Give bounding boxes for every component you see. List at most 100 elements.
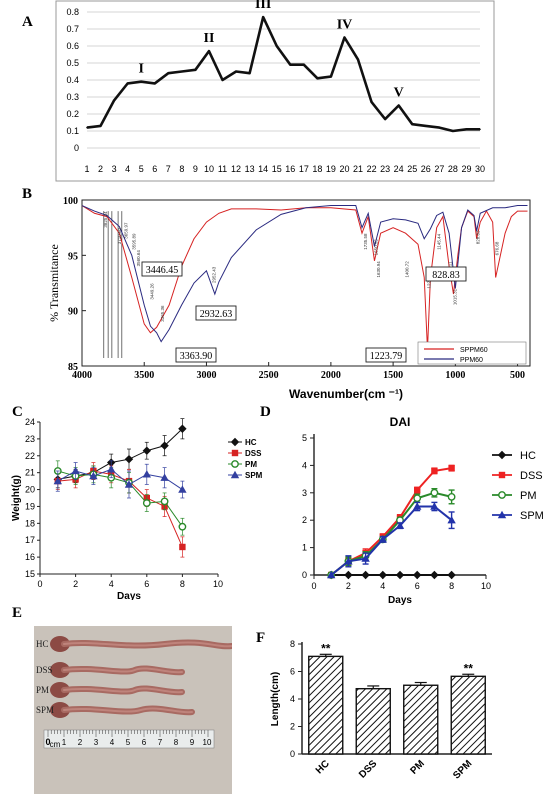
chart-a-peak-label: III xyxy=(255,0,271,12)
chart-d-legend-label: DSS xyxy=(520,470,543,482)
chart-b-callout-label: 3363.90 xyxy=(180,351,213,362)
chart-d-series-spm xyxy=(330,505,453,576)
chart-d-legend-label: PM xyxy=(520,490,537,502)
sample-label: PM xyxy=(36,685,49,695)
chart-a-x-tick-label: 22 xyxy=(367,164,377,174)
chart-b-x-tick-label: 2500 xyxy=(259,370,279,381)
chart-a-x-tick-label: 1 xyxy=(84,164,89,174)
chart-a-x-tick-label: 20 xyxy=(339,164,349,174)
chart-a-peak-label: II xyxy=(204,31,215,46)
chart-d-x-tick-label: 4 xyxy=(380,581,385,591)
chart-c-point-spm xyxy=(53,476,62,485)
chart-c-legend-label: DSS xyxy=(245,449,262,458)
chart-d-legend-marker xyxy=(497,450,507,460)
chart-a-x-tick-label: 25 xyxy=(407,164,417,174)
chart-a-x-tick-label: 29 xyxy=(461,164,471,174)
sample-label: HC xyxy=(36,639,49,649)
chart-a-x-tick-label: 19 xyxy=(326,164,336,174)
sample-label: SPM xyxy=(36,705,54,715)
chart-b-peak-annotation: 3825.34 xyxy=(103,211,108,228)
chart-a-data-point xyxy=(140,80,143,83)
chart-b-x-tick-label: 1000 xyxy=(445,370,465,381)
ruler-number: 10 xyxy=(203,738,212,747)
chart-d-y-tick-label: 2 xyxy=(302,515,307,525)
chart-c-point-hc xyxy=(160,441,169,450)
chart-d-x-tick-label: 0 xyxy=(311,581,316,591)
chart-a-y-tick-label: 0.8 xyxy=(66,7,79,17)
chart-a-data-point xyxy=(194,69,197,71)
chart-c-point-pm xyxy=(142,499,151,507)
chart-b-callout-box xyxy=(365,347,407,363)
chart-f-x-tick-label: DSS xyxy=(357,758,380,781)
chart-b-peak-annotation: 3710.60 xyxy=(117,228,122,245)
chart-d-point-hc xyxy=(395,570,405,580)
chart-a-data-point xyxy=(248,72,251,74)
colon-highlight xyxy=(63,641,232,648)
chart-d-point-pm xyxy=(430,488,439,497)
chart-a-peak-label: I xyxy=(138,62,143,77)
ruler-number: 5 xyxy=(126,738,131,747)
chart-a-y-tick-label: 0.2 xyxy=(66,109,79,119)
chart-a-y-tick-label: 0.1 xyxy=(66,126,79,136)
chart-b-series-sppm60 xyxy=(81,205,528,350)
chart-d-x-tick-label: 8 xyxy=(449,581,454,591)
chart-c-point-spm xyxy=(160,473,169,481)
ruler-number: 9 xyxy=(190,738,195,747)
chart-a-data-point xyxy=(357,58,359,61)
chart-d-point-hc xyxy=(361,570,370,580)
chart-d-legend-label: SPM xyxy=(520,510,544,522)
chart-c-x-tick-label: 10 xyxy=(213,579,223,589)
colon-length-photo: 0 cm 1 2 3 4 5 6 7 8 9 10 HC DSS PM SPM xyxy=(34,626,232,794)
chart-a-data-point xyxy=(370,101,373,103)
chart-c-point-spm xyxy=(107,465,116,473)
chart-c-point-hc xyxy=(178,424,187,433)
chart-a-data-point xyxy=(153,82,156,85)
chart-b-y-tick-label: 100 xyxy=(63,196,78,207)
chart-c-y-tick-label: 20 xyxy=(25,485,35,495)
chart-a-data-point xyxy=(438,126,441,129)
chart-a-x-tick-label: 8 xyxy=(179,164,184,174)
panel-d-label: D xyxy=(260,404,271,420)
chart-f-y-tick-label: 8 xyxy=(290,639,295,649)
chart-c-point-spm xyxy=(124,480,134,488)
chart-a-data-point xyxy=(275,45,278,47)
ruler xyxy=(43,729,215,749)
colon-cecum xyxy=(50,636,70,652)
chart-c-point-pm xyxy=(160,497,169,506)
panel-c-label: C xyxy=(12,404,23,420)
chart-d-x-tick-label: 10 xyxy=(481,581,491,591)
chart-a-data-point xyxy=(289,63,292,66)
ruler-number: 8 xyxy=(174,738,179,747)
chart-a-hplc-profile: 00.10.20.30.40.50.60.70.81 2 3 4 5 6 7 8 9 10 11 12… xyxy=(55,0,495,182)
chart-b-y-tick-label: 90 xyxy=(68,307,78,318)
chart-f-x-tick-label: SPM xyxy=(451,758,474,781)
ruler-number: 1 xyxy=(62,738,67,747)
chart-d-legend-label: HC xyxy=(520,450,536,462)
chart-b-x-axis-label: Wavenumber(cm ⁻¹) xyxy=(289,387,403,401)
chart-c-x-tick-label: 8 xyxy=(180,579,185,589)
chart-b-ftir-spectrum: 85 90 95 100 4000 3500 3000 2500 2000 1500 1000 500… xyxy=(47,196,531,401)
chart-d-point-pm xyxy=(413,494,422,503)
colon-highlight xyxy=(63,707,193,714)
chart-c-legend-label: PM xyxy=(245,460,257,469)
panel-a-label: A xyxy=(22,14,33,30)
chart-f-x-tick-label: PM xyxy=(408,758,426,776)
chart-c-y-tick-label: 15 xyxy=(25,569,35,579)
chart-b-legend-label: SPPM60 xyxy=(460,347,488,354)
chart-b-x-tick-label: 2000 xyxy=(321,370,341,381)
chart-c-y-tick-label: 19 xyxy=(25,501,35,511)
chart-f-y-tick-label: 2 xyxy=(290,722,295,732)
chart-b-callout-label: 2932.63 xyxy=(200,309,233,320)
chart-b-peak-annotation: 676.68 xyxy=(495,241,500,255)
chart-a-y-tick-label: 0.4 xyxy=(66,75,79,85)
chart-d-point-pm xyxy=(447,493,456,501)
chart-b-peak-annotation: 2952.43 xyxy=(211,266,216,283)
ruler-number: 2 xyxy=(78,738,83,747)
chart-c-x-tick-label: 4 xyxy=(109,579,114,589)
chart-b-series-ppm60 xyxy=(81,205,528,343)
chart-c-x-axis-label: Days xyxy=(117,591,141,600)
chart-c-legend-marker xyxy=(230,437,240,447)
chart-b-peak-annotation: 828.83 xyxy=(476,230,481,244)
ruler-number: 3 xyxy=(94,738,99,747)
